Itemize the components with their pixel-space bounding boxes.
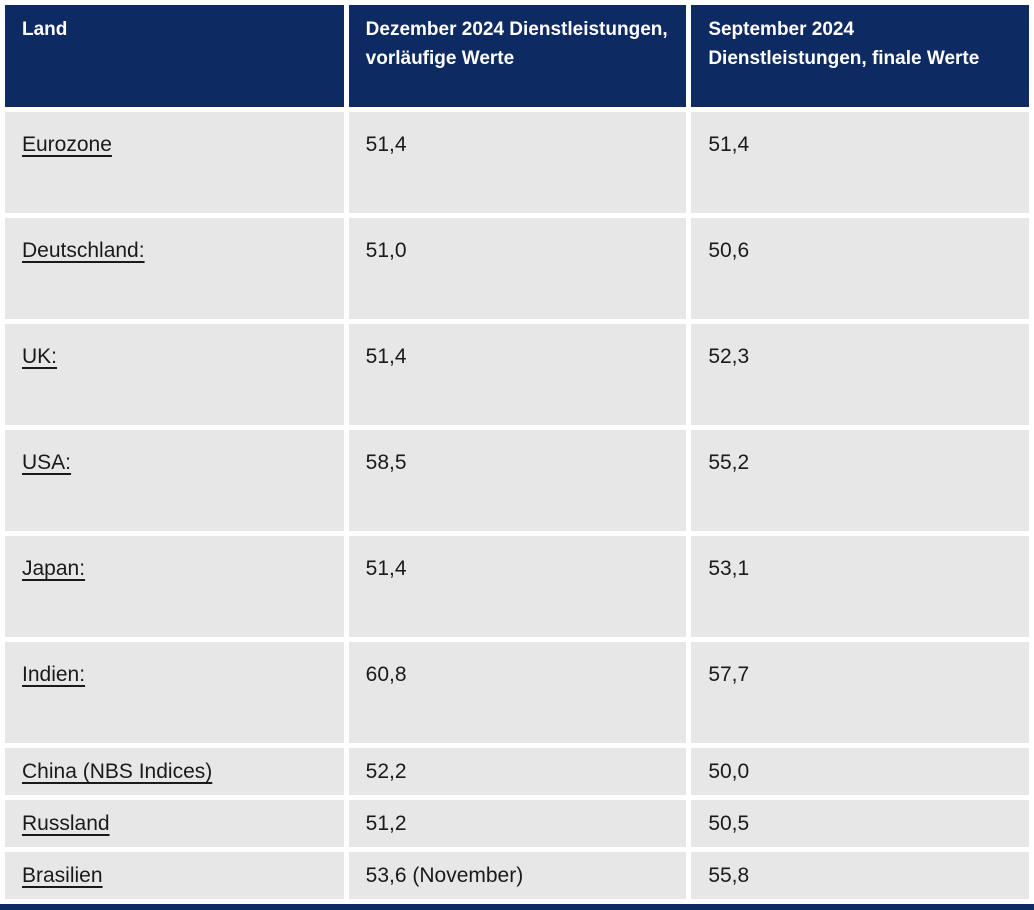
- september-value: 52,3: [691, 324, 1029, 425]
- september-value: 51,4: [691, 112, 1029, 213]
- table-row: Brasilien 53,6 (November) 55,8: [5, 852, 1029, 899]
- country-link[interactable]: Indien:: [22, 663, 86, 686]
- september-value: 50,6: [691, 218, 1029, 319]
- table-row: Japan: 51,4 53,1: [5, 536, 1029, 637]
- dezember-value: 51,4: [348, 536, 687, 637]
- table-row: Deutschland: 51,0 50,6: [5, 218, 1029, 319]
- dezember-value: 52,2: [348, 748, 687, 795]
- table-row: USA: 58,5 55,2: [5, 430, 1029, 531]
- table-body: Eurozone 51,4 51,4 Deutschland: 51,0 50,…: [5, 112, 1029, 899]
- table-row: Russland 51,2 50,5: [5, 800, 1029, 847]
- country-link[interactable]: UK:: [22, 345, 58, 368]
- col-header-dezember-2024: Dezember 2024 Dienstleistungen, vorläufi…: [348, 5, 687, 107]
- table-row: Eurozone 51,4 51,4: [5, 112, 1029, 213]
- header-row: Land Dezember 2024 Dienstleistungen, vor…: [5, 5, 1029, 107]
- country-cell: Eurozone: [5, 112, 344, 213]
- table-row: UK: 51,4 52,3: [5, 324, 1029, 425]
- country-cell: UK:: [5, 324, 344, 425]
- dezember-value: 51,4: [348, 112, 687, 213]
- country-link[interactable]: Russland: [22, 812, 110, 835]
- country-cell: USA:: [5, 430, 344, 531]
- country-cell: Brasilien: [5, 852, 344, 899]
- country-cell: Indien:: [5, 642, 344, 743]
- table-bottom-border: [0, 904, 1034, 910]
- col-header-land: Land: [5, 5, 344, 107]
- september-value: 53,1: [691, 536, 1029, 637]
- country-cell: Japan:: [5, 536, 344, 637]
- country-link[interactable]: Eurozone: [22, 133, 112, 156]
- september-value: 50,5: [691, 800, 1029, 847]
- table-row: Indien: 60,8 57,7: [5, 642, 1029, 743]
- country-link[interactable]: Brasilien: [22, 864, 103, 887]
- country-link[interactable]: Deutschland:: [22, 239, 145, 262]
- col-header-september-2024: September 2024 Dienstleistungen, finale …: [691, 5, 1029, 107]
- dezember-value: 53,6 (November): [348, 852, 687, 899]
- table-row: China (NBS Indices) 52,2 50,0: [5, 748, 1029, 795]
- september-value: 55,2: [691, 430, 1029, 531]
- country-cell: Deutschland:: [5, 218, 344, 319]
- september-value: 57,7: [691, 642, 1029, 743]
- country-link[interactable]: Japan:: [22, 557, 86, 580]
- dezember-value: 58,5: [348, 430, 687, 531]
- dezember-value: 60,8: [348, 642, 687, 743]
- september-value: 50,0: [691, 748, 1029, 795]
- table-header: Land Dezember 2024 Dienstleistungen, vor…: [5, 5, 1029, 107]
- country-link[interactable]: China (NBS Indices): [22, 760, 213, 783]
- country-cell: China (NBS Indices): [5, 748, 344, 795]
- september-value: 55,8: [691, 852, 1029, 899]
- country-cell: Russland: [5, 800, 344, 847]
- country-link[interactable]: USA:: [22, 451, 72, 474]
- dezember-value: 51,2: [348, 800, 687, 847]
- dezember-value: 51,0: [348, 218, 687, 319]
- dezember-value: 51,4: [348, 324, 687, 425]
